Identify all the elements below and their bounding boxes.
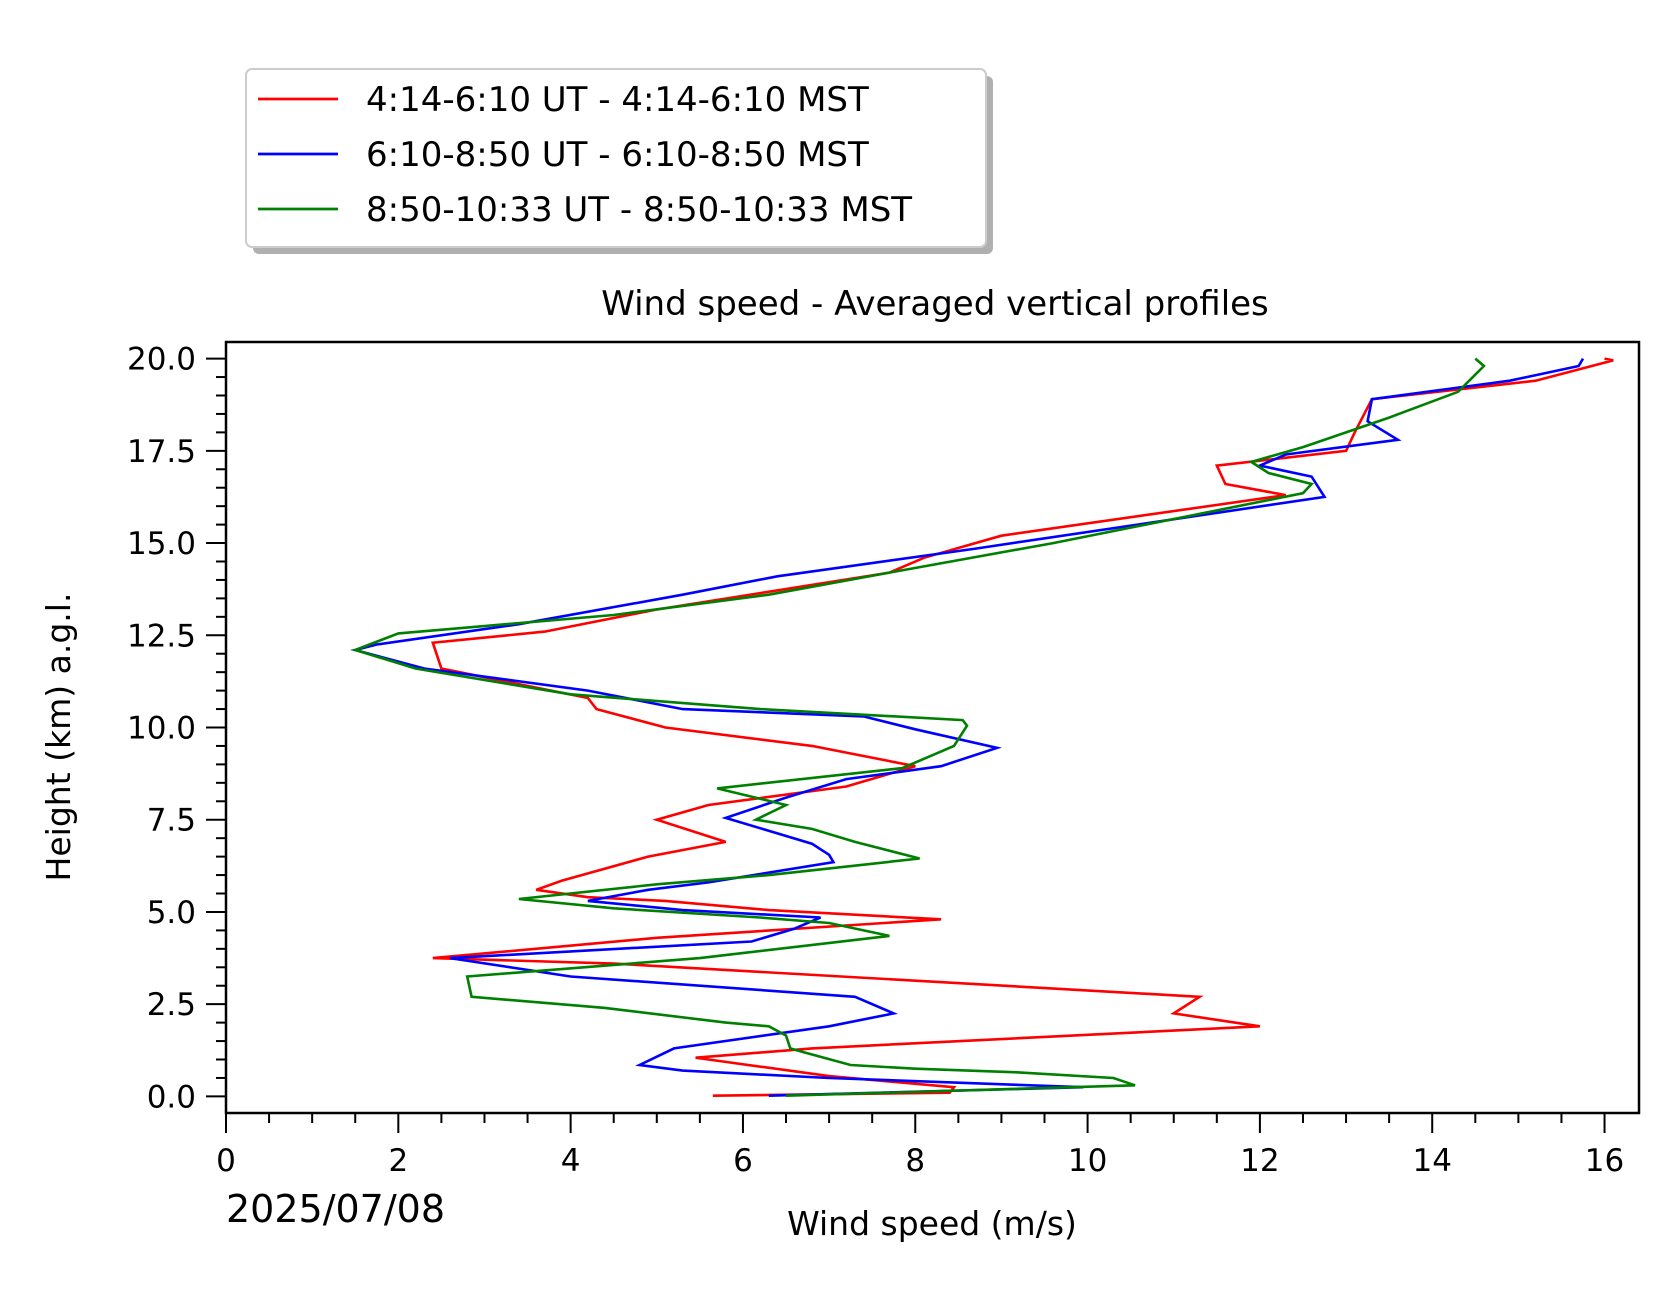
y-tick-label: 7.5 [147,803,196,839]
y-tick-label: 12.5 [127,618,196,654]
legend: 4:14-6:10 UT - 4:14-6:10 MST 6:10-8:50 UT… [245,68,993,254]
x-tick-label: 4 [561,1143,581,1179]
y-axis: 0.0 2.5 5.0 7.5 10.0 12.5 15.0 17.5 20.0 [127,342,226,1115]
x-tick-label: 12 [1240,1143,1279,1179]
x-tick-label: 16 [1585,1143,1624,1179]
x-axis-label: Wind speed (m/s) [787,1204,1077,1243]
legend-label-1: 4:14-6:10 UT - 4:14-6:10 MST [366,80,869,120]
legend-entries: 4:14-6:10 UT - 4:14-6:10 MST 6:10-8:50 UT… [258,80,912,230]
x-tick-label: 10 [1068,1143,1107,1179]
series-layer [350,357,1614,1097]
x-tick-label: 8 [905,1143,925,1179]
y-tick-label: 2.5 [147,987,196,1023]
y-axis-label: Height (km) a.g.l. [39,593,78,882]
y-tick-label: 0.0 [147,1079,196,1115]
series-line-3 [351,357,1486,1097]
series-line-2 [350,357,1585,1097]
chart-title: Wind speed - Averaged vertical profiles [601,284,1269,324]
series-line-1 [431,357,1614,1097]
x-tick-label: 0 [216,1143,236,1179]
y-tick-label: 15.0 [127,526,196,562]
legend-label-3: 8:50-10:33 UT - 8:50-10:33 MST [366,190,912,230]
x-tick-label: 6 [733,1143,753,1179]
date-label: 2025/07/08 [226,1187,445,1231]
x-axis: 0 2 4 6 8 10 12 14 16 [216,1113,1624,1179]
y-tick-label: 10.0 [127,711,196,747]
y-tick-label: 17.5 [127,434,196,470]
x-tick-label: 2 [388,1143,408,1179]
x-tick-label: 14 [1412,1143,1451,1179]
legend-label-2: 6:10-8:50 UT - 6:10-8:50 MST [366,135,869,175]
legend-frame [245,68,987,248]
y-tick-label: 20.0 [127,342,196,378]
y-tick-label: 5.0 [147,895,196,931]
